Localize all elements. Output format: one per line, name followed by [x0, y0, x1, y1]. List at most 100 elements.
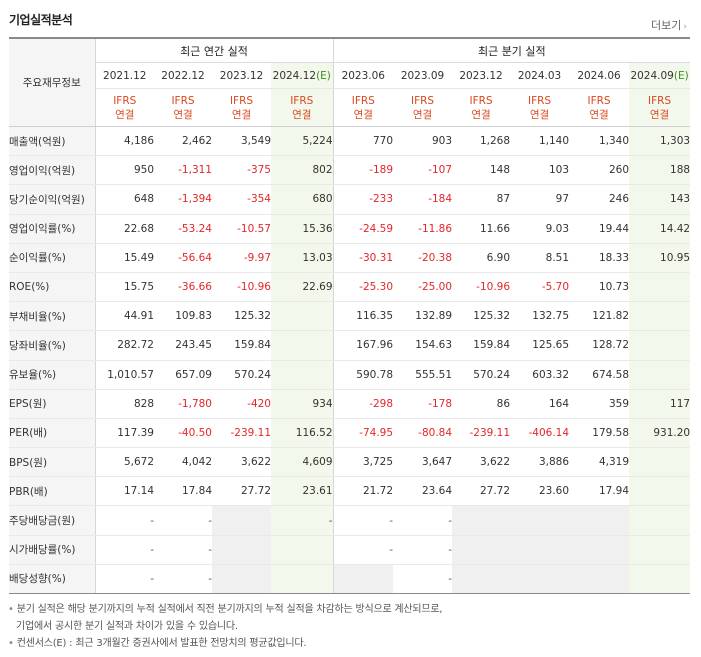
table-cell: [212, 505, 271, 536]
table-cell: 14.42: [629, 214, 691, 244]
table-cell: -: [154, 564, 212, 595]
table-cell: 132.89: [393, 301, 453, 332]
table-row: 배당성향(%) - - -: [9, 564, 691, 595]
table-cell: -1,394: [154, 184, 212, 215]
ifrs-header-row: IFRS 연결 IFRS 연결 IFRS 연결 IFRS 연결 IFRS 연결 IFRS 연결 IFRS…: [9, 88, 691, 127]
table-cell: 116.35: [332, 301, 394, 332]
table-cell: 125.32: [212, 301, 271, 332]
period-label: 2024.06: [577, 69, 621, 82]
table-cell: -: [332, 535, 394, 565]
table-cell: 23.60: [510, 476, 570, 507]
table-cell: 770: [332, 126, 394, 157]
period-label: 2022.12: [161, 69, 205, 82]
table-cell: -: [393, 535, 453, 565]
table-cell: -: [95, 505, 154, 536]
table-cell: -: [154, 505, 212, 536]
table-cell: [271, 535, 334, 565]
table-cell: -406.14: [510, 418, 570, 449]
period-header: 2021.12: [95, 62, 154, 89]
table-cell: 117.39: [95, 418, 154, 449]
table-cell: 164: [510, 388, 570, 419]
table-cell: [271, 330, 334, 361]
row-label: 주당배당금(원): [9, 505, 96, 536]
table-cell: [510, 505, 570, 536]
table-cell: [629, 447, 691, 478]
table-cell: -354: [212, 184, 271, 215]
table-cell: 555.51: [393, 360, 453, 390]
table-row: 부채비율(%) 44.91 109.83 125.32 116.35 132.89 125.…: [9, 301, 691, 332]
table-cell: 128.72: [569, 330, 630, 361]
period-header: 2024.06: [569, 62, 630, 89]
table-cell: 1,268: [452, 126, 511, 157]
table-cell: [629, 360, 691, 390]
footnote-text-3: 컨센서스(E) : 최근 3개월간 증권사에서 발표한 전망치의 평균값입니다.: [16, 638, 307, 649]
estimate-marker: (E): [673, 69, 689, 82]
row-label: ROE(%): [9, 272, 96, 303]
table-row: 시가배당률(%) - - - -: [9, 535, 691, 565]
table-cell: -: [95, 535, 154, 565]
table-cell: 97: [510, 184, 570, 215]
ifrs-consolidated: 연결: [173, 108, 193, 121]
ifrs-label: IFRS 연결: [332, 88, 394, 127]
note-bullet: •: [8, 638, 14, 649]
period-label: 2024.03: [517, 69, 562, 82]
table-cell: 950: [95, 155, 154, 186]
table-cell: 282.72: [95, 330, 154, 361]
table-cell: 13.03: [271, 243, 334, 273]
more-label: 더보기: [651, 19, 682, 32]
table-cell: 179.58: [569, 418, 630, 449]
table-row: 영업이익(억원) 950 -1,311 -375 802 -189 -107 148 103 26…: [9, 155, 691, 186]
table-cell: 934: [271, 388, 334, 419]
row-label: 배당성향(%): [9, 564, 96, 595]
table-cell: -56.64: [154, 243, 212, 273]
table-cell: 3,725: [332, 447, 394, 478]
table-cell: 6.90: [452, 243, 511, 273]
estimate-marker: (E): [316, 69, 331, 82]
table-cell: 4,609: [271, 447, 334, 478]
table-cell: [452, 505, 511, 536]
table-cell: -107: [393, 155, 453, 186]
table-cell: 10.73: [569, 272, 630, 303]
table-cell: -298: [332, 388, 394, 419]
table-cell: 86: [452, 388, 511, 419]
period-label: 2023.09: [400, 69, 445, 82]
table-row: 순이익률(%) 15.49 -56.64 -9.97 13.03 -30.31 -20.38…: [9, 243, 691, 273]
table-row: 당좌비율(%) 282.72 243.45 159.84 167.96 154.63 159…: [9, 330, 691, 361]
table-cell: 159.84: [452, 330, 511, 361]
footnote-2: • 컨센서스(E) : 최근 3개월간 증권사에서 발표한 전망치의 평균값입니…: [8, 635, 442, 652]
table-cell: 1,303: [629, 126, 691, 157]
table-cell: -10.96: [452, 272, 511, 303]
table-cell: 3,549: [212, 126, 271, 157]
table-cell: 143: [629, 184, 691, 215]
table-cell: 4,042: [154, 447, 212, 478]
table-cell: -20.38: [393, 243, 453, 273]
ifrs-label: IFRS 연결: [452, 88, 511, 127]
table-cell: 23.61: [271, 476, 334, 507]
table-cell: -1,780: [154, 388, 212, 419]
table-cell: [332, 564, 394, 595]
period-label: 2024.12: [272, 69, 317, 82]
table-cell: 5,672: [95, 447, 154, 478]
table-cell: -10.57: [212, 214, 271, 244]
table-cell: -11.86: [393, 214, 453, 244]
row-label: 시가배당률(%): [9, 535, 96, 565]
table-row: PER(배) 117.39 -40.50 -239.11 116.52 -74.95 -80…: [9, 418, 691, 449]
table-row: PBR(배) 17.14 17.84 27.72 23.61 21.72 23.64 27.7…: [9, 476, 691, 507]
table-cell: 125.65: [510, 330, 570, 361]
chevron-right-icon: ›: [683, 22, 687, 32]
table-cell: 680: [271, 184, 334, 215]
ifrs-standard: IFRS: [587, 94, 611, 107]
table-cell: -10.96: [212, 272, 271, 303]
table-cell: -74.95: [332, 418, 394, 449]
row-label: PER(배): [9, 418, 96, 449]
table-cell: 1,010.57: [95, 360, 154, 390]
table-cell: 116.52: [271, 418, 334, 449]
more-link[interactable]: 더보기 ›: [651, 17, 687, 33]
table-cell: 27.72: [212, 476, 271, 507]
row-label: 영업이익률(%): [9, 214, 96, 244]
section-title: 기업실적분석: [9, 13, 73, 27]
table-cell: [452, 535, 511, 565]
table-cell: 1,340: [569, 126, 630, 157]
footnote-text-2: 기업에서 공시한 분기 실적과 차이가 있을 수 있습니다.: [16, 621, 238, 632]
table-cell: 22.69: [271, 272, 334, 303]
